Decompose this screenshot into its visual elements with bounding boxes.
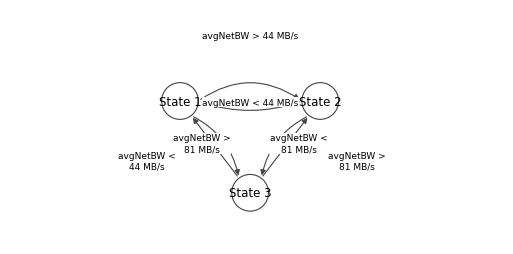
Text: avgNetBW >
81 MB/s: avgNetBW > 81 MB/s: [173, 134, 230, 153]
FancyArrowPatch shape: [201, 83, 299, 100]
FancyArrowPatch shape: [193, 117, 240, 174]
FancyArrowPatch shape: [193, 119, 238, 176]
FancyArrowPatch shape: [261, 117, 307, 174]
Text: State 3: State 3: [229, 187, 271, 199]
Circle shape: [302, 83, 339, 120]
Text: avgNetBW <
44 MB/s: avgNetBW < 44 MB/s: [118, 151, 176, 171]
Text: avgNetBW < 44 MB/s: avgNetBW < 44 MB/s: [202, 98, 298, 107]
FancyArrowPatch shape: [202, 102, 299, 111]
Text: State 2: State 2: [299, 95, 342, 108]
Text: State 1: State 1: [159, 95, 201, 108]
Text: avgNetBW >
81 MB/s: avgNetBW > 81 MB/s: [328, 151, 386, 171]
Text: avgNetBW <
81 MB/s: avgNetBW < 81 MB/s: [270, 134, 327, 153]
Text: avgNetBW > 44 MB/s: avgNetBW > 44 MB/s: [202, 32, 298, 41]
Circle shape: [162, 83, 199, 120]
Circle shape: [232, 175, 268, 211]
FancyArrowPatch shape: [263, 119, 307, 176]
